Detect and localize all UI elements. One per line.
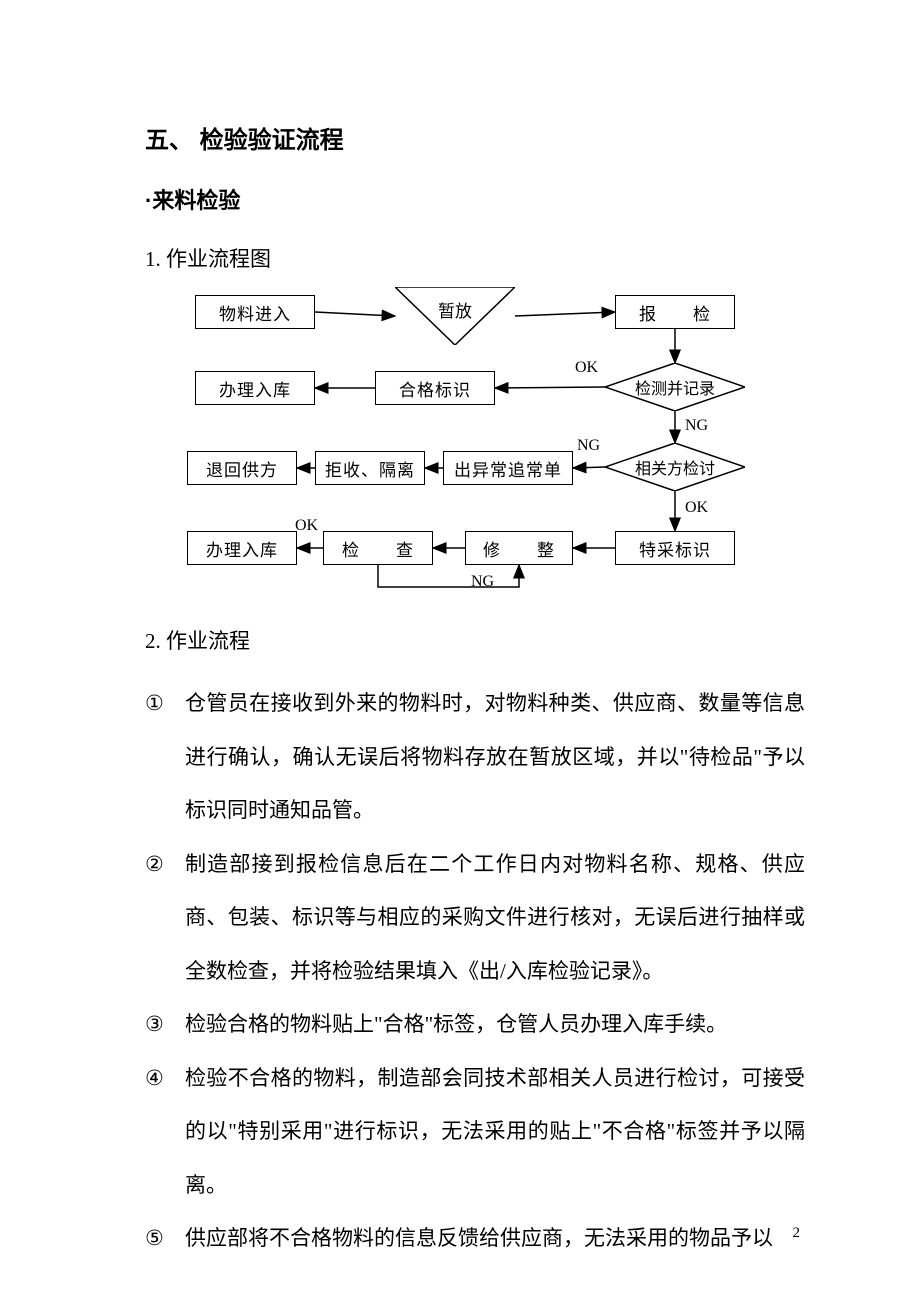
list-marker: ⑤: [145, 1212, 185, 1266]
flow-node-n5: 合格标识: [375, 371, 495, 405]
heading-section-1: 1. 作业流程图: [145, 243, 805, 273]
flow-node-n2: 暂放: [395, 287, 515, 345]
heading-sub: ·来料检验: [145, 183, 805, 215]
flowchart: 物料进入暂放报 检检测并记录合格标识办理入库相关方检讨出异常追常单拒收、隔离退回…: [175, 295, 835, 595]
edge-label: NG: [471, 573, 494, 591]
flow-node-n13: 检 查: [323, 531, 433, 565]
edge-label: NG: [685, 417, 708, 435]
list-item: ③检验合格的物料贴上"合格"标签，仓管人员办理入库手续。: [145, 998, 805, 1052]
heading-main: 五、 检验验证流程: [145, 120, 805, 155]
flow-node-n7: 相关方检讨: [605, 443, 745, 491]
flow-node-n8: 出异常追常单: [443, 451, 573, 485]
flow-node-n1: 物料进入: [195, 295, 315, 329]
flow-node-n12: 修 整: [465, 531, 573, 565]
list-marker: ①: [145, 677, 185, 838]
edge-label: OK: [295, 517, 318, 535]
list-text: 仓管员在接收到外来的物料时，对物料种类、供应商、数量等信息进行确认，确认无误后将…: [185, 677, 805, 838]
list-item: ④检验不合格的物料，制造部会同技术部相关人员进行检讨，可接受的以"特别采用"进行…: [145, 1052, 805, 1213]
flow-node-n4: 检测并记录: [605, 363, 745, 411]
list-marker: ②: [145, 838, 185, 999]
edge-label: NG: [577, 437, 600, 455]
flow-node-n10: 退回供方: [187, 451, 297, 485]
flow-node-n9: 拒收、隔离: [315, 451, 425, 485]
list-marker: ④: [145, 1052, 185, 1213]
list-item: ②制造部接到报检信息后在二个工作日内对物料名称、规格、供应商、包装、标识等与相应…: [145, 838, 805, 999]
list-text: 检验不合格的物料，制造部会同技术部相关人员进行检讨，可接受的以"特别采用"进行标…: [185, 1052, 805, 1213]
page-number: 2: [793, 1225, 801, 1242]
edge-label: OK: [575, 359, 598, 377]
procedure-list: ①仓管员在接收到外来的物料时，对物料种类、供应商、数量等信息进行确认，确认无误后…: [145, 677, 805, 1266]
edge-label: OK: [685, 499, 708, 517]
list-text: 制造部接到报检信息后在二个工作日内对物料名称、规格、供应商、包装、标识等与相应的…: [185, 838, 805, 999]
list-marker: ③: [145, 998, 185, 1052]
heading-section-2: 2. 作业流程: [145, 625, 805, 655]
list-text: 供应部将不合格物料的信息反馈给供应商，无法采用的物品予以: [185, 1212, 805, 1266]
list-text: 检验合格的物料贴上"合格"标签，仓管人员办理入库手续。: [185, 998, 805, 1052]
page-content: 五、 检验验证流程 ·来料检验 1. 作业流程图 物料进入 暂放 报 检检测并记录 合…: [0, 0, 920, 1266]
flow-node-n14: 办理入库: [187, 531, 297, 565]
flow-node-n3: 报 检: [615, 295, 735, 329]
list-item: ⑤供应部将不合格物料的信息反馈给供应商，无法采用的物品予以: [145, 1212, 805, 1266]
list-item: ①仓管员在接收到外来的物料时，对物料种类、供应商、数量等信息进行确认，确认无误后…: [145, 677, 805, 838]
flow-node-n11: 特采标识: [615, 531, 735, 565]
flow-node-n6: 办理入库: [195, 371, 315, 405]
